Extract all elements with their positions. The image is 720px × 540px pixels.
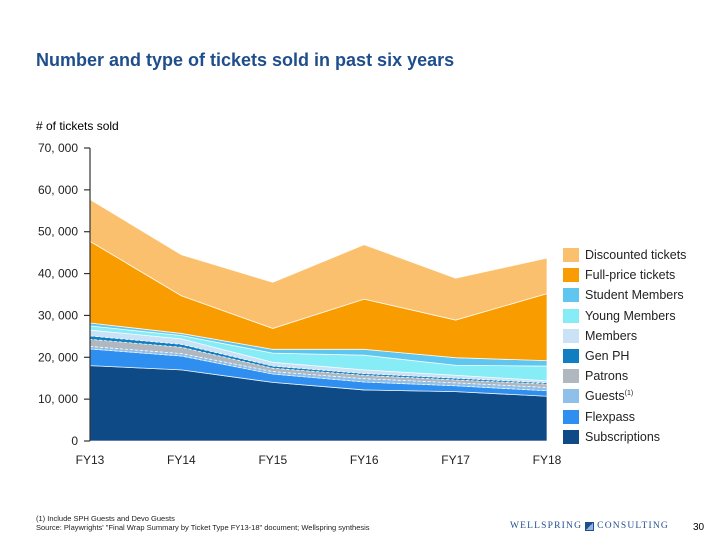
legend-item: Student Members — [563, 285, 713, 305]
legend-label: Young Members — [585, 308, 676, 323]
legend-label: Subscriptions — [585, 429, 661, 444]
legend-swatch — [563, 308, 579, 323]
legend-item: Subscriptions — [563, 427, 713, 447]
legend-swatch — [563, 248, 579, 263]
y-tick-label: 20, 000 — [38, 350, 78, 364]
y-tick-label: 70, 000 — [38, 141, 78, 155]
area-discounted-tickets — [89, 198, 548, 329]
y-axis-label: # of tickets sold — [36, 119, 119, 133]
legend-swatch — [563, 268, 579, 283]
x-tick-label: FY15 — [258, 453, 287, 467]
brand-left: WELLSPRING — [510, 521, 583, 531]
legend-label: Gen PH — [585, 349, 630, 364]
legend-item: Young Members — [563, 306, 713, 326]
legend-label: Patrons — [585, 369, 629, 384]
footnote: (1) Include SPH Guests and Devo Guests S… — [36, 514, 370, 532]
area-guests — [89, 345, 548, 392]
legend-label: Members — [585, 328, 638, 343]
y-tick-label: 10, 000 — [38, 392, 78, 406]
chart-areas — [89, 198, 548, 442]
legend-footnote-ref: (1) — [624, 390, 634, 398]
brand-right: CONSULTING — [597, 521, 669, 531]
logo-mark-icon — [585, 521, 595, 531]
legend-label: Flexpass — [585, 409, 636, 424]
brand-logo: WELLSPRING CONSULTING — [510, 521, 669, 531]
legend-swatch — [563, 389, 579, 404]
y-tick-label: 40, 000 — [38, 267, 78, 281]
legend-swatch — [563, 429, 579, 444]
y-tick-label: 0 — [71, 434, 78, 448]
legend-swatch — [563, 409, 579, 424]
x-tick-label: FY13 — [76, 453, 105, 467]
legend-swatch — [563, 328, 579, 343]
x-tick-label: FY14 — [167, 453, 196, 467]
x-tick-label: FY17 — [441, 453, 470, 467]
x-tick-label: FY18 — [533, 453, 562, 467]
chart-legend: Discounted tickets Full-price tickets Stud… — [563, 245, 713, 447]
legend-swatch — [563, 288, 579, 303]
x-tick-label: FY16 — [350, 453, 379, 467]
legend-item: Members — [563, 326, 713, 346]
legend-swatch — [563, 369, 579, 384]
legend-item: Guests(1) — [563, 386, 713, 406]
legend-item: Full-price tickets — [563, 265, 713, 285]
y-tick-label: 50, 000 — [38, 225, 78, 239]
chart-axes: 0 10, 000 20, 000 30, 000 40, 000 50, 000 60, … — [38, 141, 562, 467]
y-tick-label: 60, 000 — [38, 183, 78, 197]
legend-item: Discounted tickets — [563, 245, 713, 265]
legend-item: Gen PH — [563, 346, 713, 366]
legend-item: Patrons — [563, 366, 713, 386]
legend-label: Student Members — [585, 288, 684, 303]
footnote-line-1: (1) Include SPH Guests and Devo Guests — [36, 514, 175, 523]
y-tick-label: 30, 000 — [38, 308, 78, 322]
legend-label: Full-price tickets — [585, 268, 676, 283]
legend-label: Discounted tickets — [585, 248, 687, 263]
legend-label: Guests(1) — [585, 389, 634, 404]
chart-title: Number and type of tickets sold in past … — [36, 50, 455, 70]
legend-swatch — [563, 349, 579, 364]
legend-item: Flexpass — [563, 407, 713, 427]
page-number: 30 — [693, 522, 705, 533]
source-line: Source: Playwrights' "Final Wrap Summary… — [36, 523, 370, 532]
